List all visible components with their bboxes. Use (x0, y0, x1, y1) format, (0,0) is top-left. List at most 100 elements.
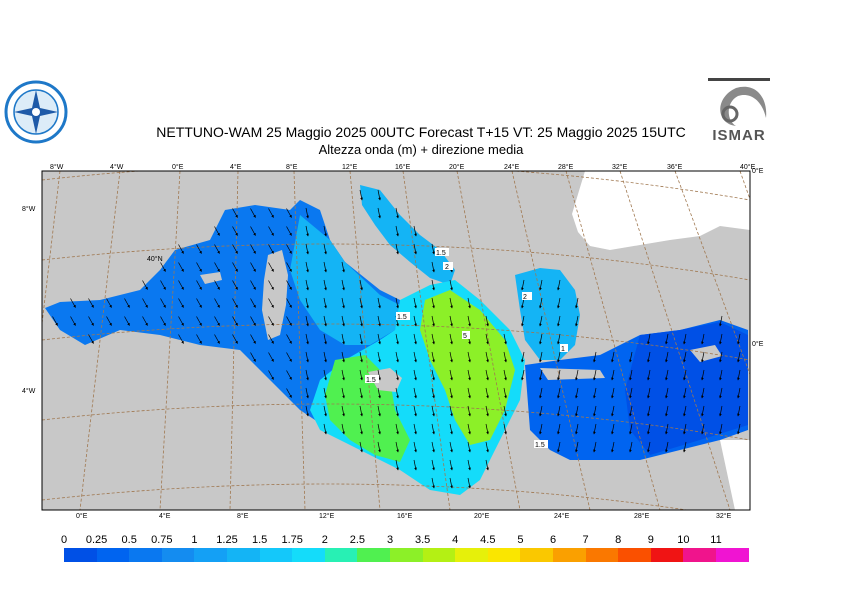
colorbar-label: 0.5 (121, 534, 137, 546)
direction-arrow (503, 351, 507, 363)
direction-arrow (539, 369, 543, 381)
corsica-sardinia (262, 250, 288, 340)
direction-arrow (431, 405, 435, 417)
direction-arrow (449, 333, 453, 345)
colorbar-swatch (390, 548, 424, 562)
direction-arrow (106, 316, 112, 326)
direction-arrow (467, 423, 471, 435)
colorbar-swatch (422, 548, 456, 562)
contour-label: 1.5 (535, 442, 545, 449)
direction-arrow (377, 333, 381, 345)
bottom-tick: 28°E (634, 512, 650, 520)
colorbar-label: 2 (321, 534, 328, 546)
direction-arrow (106, 298, 112, 308)
direction-arrow (647, 333, 651, 345)
ismar-logo-text: ISMAR (712, 127, 766, 144)
direction-arrow (593, 351, 597, 363)
direction-arrow (557, 441, 561, 453)
direction-arrow (485, 333, 489, 345)
direction-arrow (413, 405, 417, 417)
colorbar-label: 0 (60, 534, 68, 546)
direction-arrow (323, 297, 327, 309)
direction-arrow (647, 405, 651, 417)
direction-arrow (701, 405, 705, 417)
direction-arrow (431, 261, 435, 273)
direction-arrow (449, 297, 453, 309)
direction-arrow (214, 298, 220, 308)
top-tick: 16°E (395, 163, 411, 171)
direction-arrow (341, 387, 345, 399)
direction-arrow (395, 423, 399, 435)
direction-arrow (286, 298, 292, 308)
direction-arrow (160, 316, 166, 326)
direction-arrow (124, 316, 130, 326)
direction-arrow (142, 280, 148, 290)
direction-arrow (142, 298, 148, 308)
direction-arrow (359, 441, 363, 453)
direction-arrow (485, 459, 489, 471)
direction-arrow (178, 298, 184, 308)
direction-arrow (377, 189, 381, 201)
ismar-logo: ISMAR (706, 78, 772, 144)
direction-arrow (431, 351, 435, 363)
direction-arrow (557, 405, 561, 417)
direction-arrow (268, 280, 274, 290)
direction-arrow (232, 208, 238, 218)
direction-arrow (250, 352, 256, 362)
direction-arrow (683, 405, 687, 417)
direction-arrow (359, 333, 363, 345)
direction-arrow (341, 405, 345, 417)
direction-arrow (359, 189, 363, 201)
direction-arrow (341, 423, 345, 435)
direction-arrow (467, 315, 471, 327)
crete (540, 368, 605, 380)
direction-arrow (232, 262, 238, 272)
direction-arrow (629, 369, 633, 381)
direction-arrow (268, 208, 274, 218)
direction-arrow (214, 226, 220, 236)
colorbar-label: 1.5 (251, 534, 268, 546)
direction-arrow (467, 405, 471, 417)
direction-arrow (52, 316, 58, 326)
left-tick: 8°W (22, 205, 36, 213)
top-tick: 12°E (342, 163, 358, 171)
direction-arrow (250, 316, 256, 326)
direction-arrow (449, 387, 453, 399)
direction-arrow (701, 369, 705, 381)
top-tick: 36°E (667, 163, 683, 171)
direction-arrow (178, 244, 184, 254)
direction-arrow (323, 261, 327, 273)
direction-arrow (359, 279, 363, 291)
direction-arrow (557, 369, 561, 381)
direction-arrow (413, 315, 417, 327)
direction-arrow (88, 298, 94, 308)
colorbar-swatch (96, 548, 130, 562)
direction-arrow (323, 279, 327, 291)
direction-arrow (395, 441, 399, 453)
direction-arrow (575, 441, 579, 453)
direction-arrow (341, 297, 345, 309)
direction-arrow (629, 423, 633, 435)
direction-arrow (683, 369, 687, 381)
colorbar-swatch (194, 548, 228, 562)
direction-arrow (359, 297, 363, 309)
direction-arrow (160, 262, 166, 272)
direction-arrow (485, 441, 489, 453)
ismar-emblem-icon (708, 78, 770, 126)
direction-arrow (305, 405, 309, 417)
direction-arrow (305, 369, 309, 381)
direction-arrow (575, 423, 579, 435)
direction-arrow (719, 369, 723, 381)
direction-arrow (557, 387, 561, 399)
direction-arrow (431, 333, 435, 345)
direction-arrow (611, 351, 615, 363)
direction-arrow (431, 477, 435, 489)
graticule (42, 171, 750, 510)
direction-arrow (305, 243, 309, 255)
colorbar-swatch (650, 548, 684, 562)
direction-arrow (449, 351, 453, 363)
direction-arrow (719, 333, 723, 345)
direction-arrow (521, 315, 525, 327)
direction-arrow (611, 441, 615, 453)
